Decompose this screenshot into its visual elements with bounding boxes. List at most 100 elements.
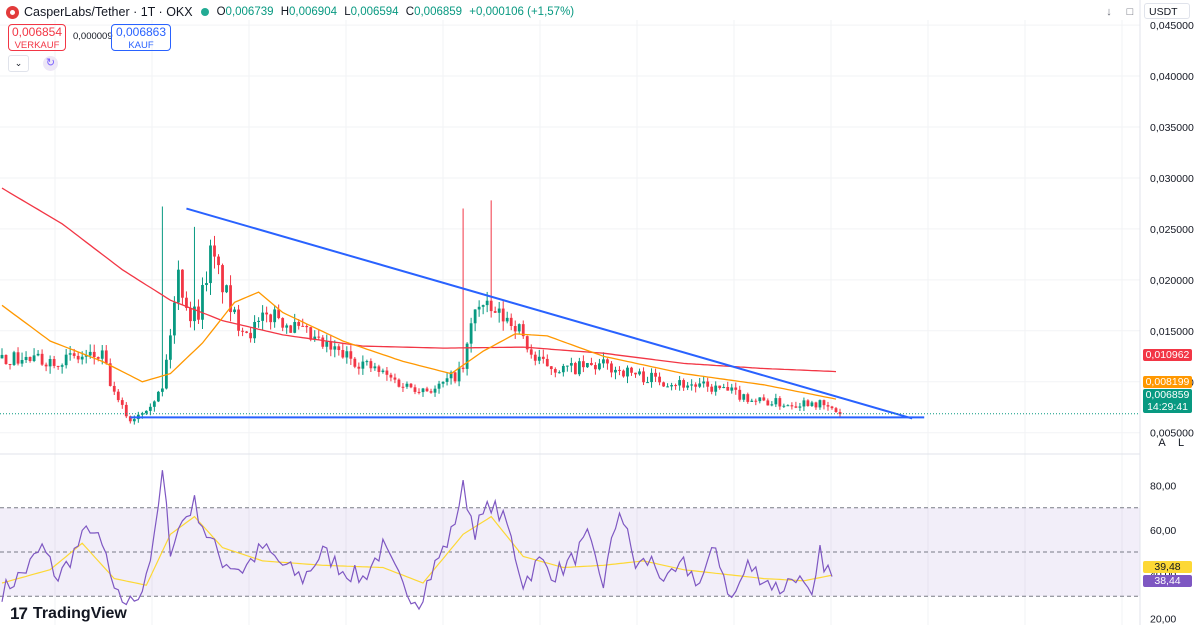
candle-body bbox=[181, 269, 184, 298]
candle-body bbox=[140, 413, 144, 415]
candle-body bbox=[409, 383, 413, 388]
candle-body bbox=[20, 359, 24, 364]
candle-body bbox=[80, 356, 84, 360]
candle-body bbox=[533, 354, 537, 361]
candle-body bbox=[16, 352, 20, 364]
candle-body bbox=[581, 361, 585, 368]
buy-price: 0,006863 bbox=[115, 25, 167, 39]
high-label: H bbox=[280, 6, 290, 18]
candle-body bbox=[473, 309, 477, 324]
sell-button[interactable]: 0,006854 VERKAUF bbox=[8, 24, 66, 51]
candle-body bbox=[646, 382, 649, 384]
candle-body bbox=[385, 370, 389, 375]
candle-body bbox=[453, 372, 457, 382]
candle-body bbox=[790, 405, 794, 407]
candle-body bbox=[241, 330, 244, 332]
candle-body bbox=[393, 377, 397, 380]
candle-body bbox=[461, 367, 465, 369]
candle-body bbox=[429, 391, 433, 393]
candle-body bbox=[261, 312, 265, 321]
candle-body bbox=[309, 327, 313, 340]
open-label: O bbox=[216, 6, 226, 18]
candle-body bbox=[413, 387, 417, 392]
tradingview-logo-icon: 17 bbox=[10, 604, 28, 623]
arrow-down-icon[interactable]: ↓ bbox=[1106, 6, 1112, 18]
chevron-down-icon[interactable]: ⌄ bbox=[8, 55, 29, 72]
rsi-pane bbox=[0, 470, 1140, 611]
candle-body bbox=[389, 374, 393, 378]
candle-body bbox=[678, 380, 682, 386]
candle-body bbox=[249, 332, 252, 339]
candle-body bbox=[24, 356, 28, 360]
candle-body bbox=[353, 358, 357, 367]
candle-body bbox=[225, 285, 228, 293]
candle-body bbox=[557, 372, 561, 374]
candle-body bbox=[321, 337, 325, 347]
candle-body bbox=[52, 359, 56, 366]
candle-body bbox=[742, 394, 746, 400]
candle-body bbox=[124, 404, 128, 417]
candle-body bbox=[96, 357, 100, 359]
candle-body bbox=[201, 285, 204, 320]
candle-body bbox=[433, 388, 437, 393]
candle-body bbox=[594, 365, 597, 370]
currency-select[interactable]: USDT bbox=[1144, 3, 1190, 19]
candle-body bbox=[774, 398, 778, 405]
open-value: 0,006739 bbox=[225, 6, 274, 18]
candle-body bbox=[814, 402, 818, 408]
candle-body bbox=[818, 400, 822, 408]
candle-body bbox=[501, 308, 505, 322]
candle-body bbox=[674, 385, 678, 387]
candle-body bbox=[806, 400, 810, 406]
symbol-title[interactable]: CasperLabs/Tether · 1T · OKX bbox=[24, 5, 193, 19]
candle-body bbox=[221, 265, 224, 293]
candle-body bbox=[838, 412, 842, 415]
buy-label: KAUF bbox=[128, 40, 154, 51]
candle-body bbox=[217, 256, 220, 266]
price-tick-label: 0,030000 bbox=[1150, 173, 1194, 185]
market-open-icon bbox=[200, 8, 209, 16]
candle-body bbox=[493, 311, 497, 313]
auto-scale-button[interactable]: A bbox=[1158, 437, 1166, 449]
ma-orange-price-tag: 0,008199 bbox=[1143, 376, 1192, 388]
chart-grid bbox=[0, 20, 1140, 625]
candle-body bbox=[173, 302, 176, 336]
candle-body bbox=[44, 364, 48, 367]
candle-body bbox=[100, 350, 104, 359]
candle-body bbox=[698, 383, 702, 387]
fullscreen-icon[interactable]: □ bbox=[1126, 6, 1134, 18]
candle-body bbox=[786, 405, 790, 407]
candle-body bbox=[197, 306, 200, 320]
candle-body bbox=[642, 371, 645, 383]
candle-body bbox=[734, 387, 738, 390]
candle-body bbox=[329, 341, 333, 350]
tradingview-watermark[interactable]: 17 TradingView bbox=[10, 604, 127, 624]
candle-body bbox=[72, 353, 76, 356]
candle-body bbox=[128, 416, 132, 422]
candle-body bbox=[826, 405, 830, 407]
candle-body bbox=[670, 385, 673, 387]
close-label: C bbox=[405, 6, 415, 18]
candle-body bbox=[213, 245, 216, 257]
candle-body bbox=[469, 323, 473, 344]
candle-body bbox=[381, 370, 385, 372]
last-price-value: 0,006859 bbox=[1145, 389, 1190, 401]
candle-body bbox=[317, 336, 321, 338]
log-scale-button[interactable]: L bbox=[1177, 437, 1185, 449]
price-tick-label: 0,035000 bbox=[1150, 122, 1194, 134]
candle-body bbox=[457, 367, 461, 382]
candle-body bbox=[750, 400, 754, 402]
candle-body bbox=[68, 353, 72, 355]
candle-body bbox=[245, 331, 248, 333]
buy-button[interactable]: 0,006863 KAUF bbox=[111, 24, 171, 51]
candle-body bbox=[205, 283, 208, 286]
low-value: 0,006594 bbox=[350, 6, 399, 18]
candle-body bbox=[730, 387, 734, 391]
spread-value: 0,000009 bbox=[73, 31, 113, 42]
candle-body bbox=[654, 372, 657, 377]
price-tick-label: 0,040000 bbox=[1150, 71, 1194, 83]
candle-body bbox=[273, 309, 277, 323]
candle-body bbox=[553, 369, 557, 373]
refresh-icon[interactable]: ↻ bbox=[43, 56, 58, 71]
